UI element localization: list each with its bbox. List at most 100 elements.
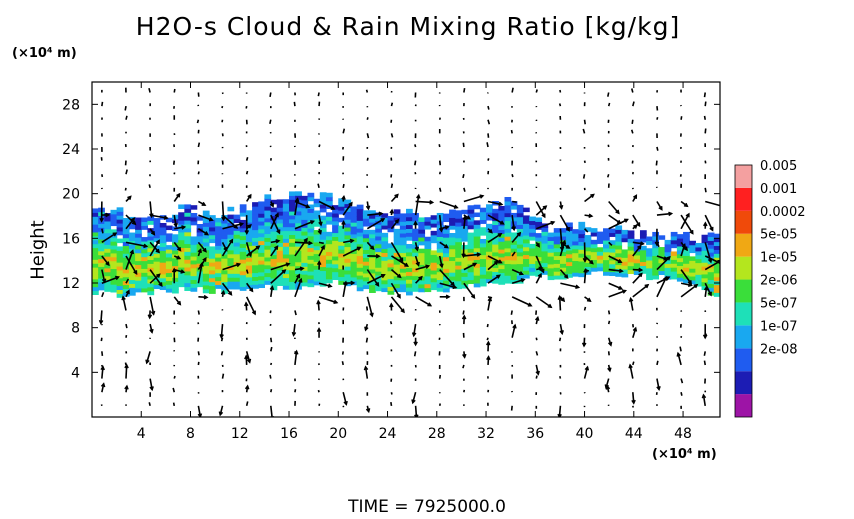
wind-vector: [270, 405, 273, 417]
field-cell: [603, 263, 610, 268]
field-cell: [264, 256, 272, 262]
field-cell: [221, 281, 229, 287]
field-cell: [473, 224, 481, 229]
wind-vector: [438, 374, 442, 379]
wind-vector-head: [176, 300, 182, 306]
field-cell: [473, 282, 481, 288]
wind-vector: [656, 212, 672, 216]
field-cell: [270, 231, 278, 236]
field-cell: [381, 248, 389, 253]
field-cell: [252, 213, 259, 219]
field-cell: [313, 249, 321, 255]
wind-vector: [149, 201, 153, 217]
wind-vector: [486, 337, 489, 341]
wind-vector: [608, 255, 622, 263]
field-cell: [486, 212, 493, 217]
chart-title: H2O-s Cloud & Rain Mixing Ratio [kg/kg]: [135, 12, 681, 41]
field-cell: [153, 221, 161, 227]
field-cell: [184, 243, 192, 248]
wind-vector: [608, 289, 626, 298]
field-cell: [670, 251, 678, 256]
field-cell: [233, 277, 241, 282]
field-cell: [344, 250, 352, 255]
field-cell: [110, 217, 118, 223]
field-cell: [98, 285, 105, 291]
wind-vector: [584, 193, 595, 203]
field-cell: [153, 218, 161, 223]
wind-vector-head: [201, 201, 207, 206]
field-cell: [350, 265, 358, 270]
field-cell: [184, 247, 192, 252]
field-cell: [332, 244, 339, 249]
field-cell: [264, 213, 272, 219]
field-cell: [621, 249, 629, 254]
wind-vector: [317, 300, 320, 311]
field-cell: [406, 224, 413, 229]
wind-vector: [318, 241, 324, 245]
field-cell: [492, 247, 499, 253]
field-cell: [332, 252, 339, 257]
field-cell: [128, 279, 136, 284]
field-cell: [245, 257, 253, 262]
field-cell: [159, 230, 167, 236]
field-cell: [208, 269, 216, 275]
field-cell: [289, 277, 296, 282]
field-cell: [627, 246, 635, 251]
field-cell: [498, 272, 506, 277]
field-cell: [492, 251, 499, 257]
field-cell: [239, 255, 247, 260]
field-cell: [381, 283, 389, 289]
field-cell: [498, 245, 506, 250]
field-cell: [572, 264, 579, 269]
field-cell: [683, 243, 690, 249]
field-cell: [541, 231, 549, 236]
field-cell: [147, 243, 155, 249]
field-cell: [639, 230, 647, 235]
field-cell: [510, 236, 518, 241]
field-cell: [270, 207, 278, 213]
field-cell: [707, 252, 715, 257]
field-cell: [295, 203, 302, 208]
field-cell: [467, 224, 475, 230]
field-cell: [147, 232, 155, 237]
wind-vector: [390, 183, 394, 189]
field-cell: [399, 268, 407, 273]
field-cell: [276, 222, 284, 228]
field-cell: [338, 280, 346, 285]
wind-vector-head: [394, 218, 400, 224]
field-cell: [541, 235, 549, 240]
wind-vector: [221, 282, 233, 296]
wind-vector: [487, 260, 499, 271]
field-cell: [295, 214, 302, 220]
field-cell: [110, 256, 118, 262]
field-cell: [473, 275, 481, 280]
field-cell: [202, 284, 210, 290]
wind-vector-head: [294, 197, 300, 203]
field-cell: [141, 264, 149, 269]
field-cell: [190, 275, 198, 281]
field-cell: [332, 205, 339, 210]
field-cell: [221, 242, 229, 247]
field-cell: [375, 251, 382, 257]
field-cell: [461, 264, 469, 270]
field-cell: [393, 240, 401, 246]
field-cell: [584, 262, 592, 267]
field-cell: [399, 248, 407, 254]
field-cell: [387, 243, 395, 248]
field-cell: [252, 229, 259, 235]
wind-vector: [342, 281, 347, 297]
field-cell: [418, 268, 426, 273]
wind-vector-head: [632, 194, 638, 199]
field-cell: [430, 258, 438, 263]
wind-vector: [149, 269, 163, 287]
wind-vector-head: [310, 220, 315, 225]
wind-vector: [704, 282, 712, 296]
field-cell: [147, 282, 155, 288]
field-cell: [492, 279, 499, 284]
field-cell: [184, 282, 192, 288]
y-tick-label: 16: [62, 231, 80, 247]
wind-vector-head: [665, 276, 671, 281]
field-cell: [399, 236, 407, 242]
field-cell: [535, 272, 543, 277]
field-cell: [184, 208, 192, 213]
